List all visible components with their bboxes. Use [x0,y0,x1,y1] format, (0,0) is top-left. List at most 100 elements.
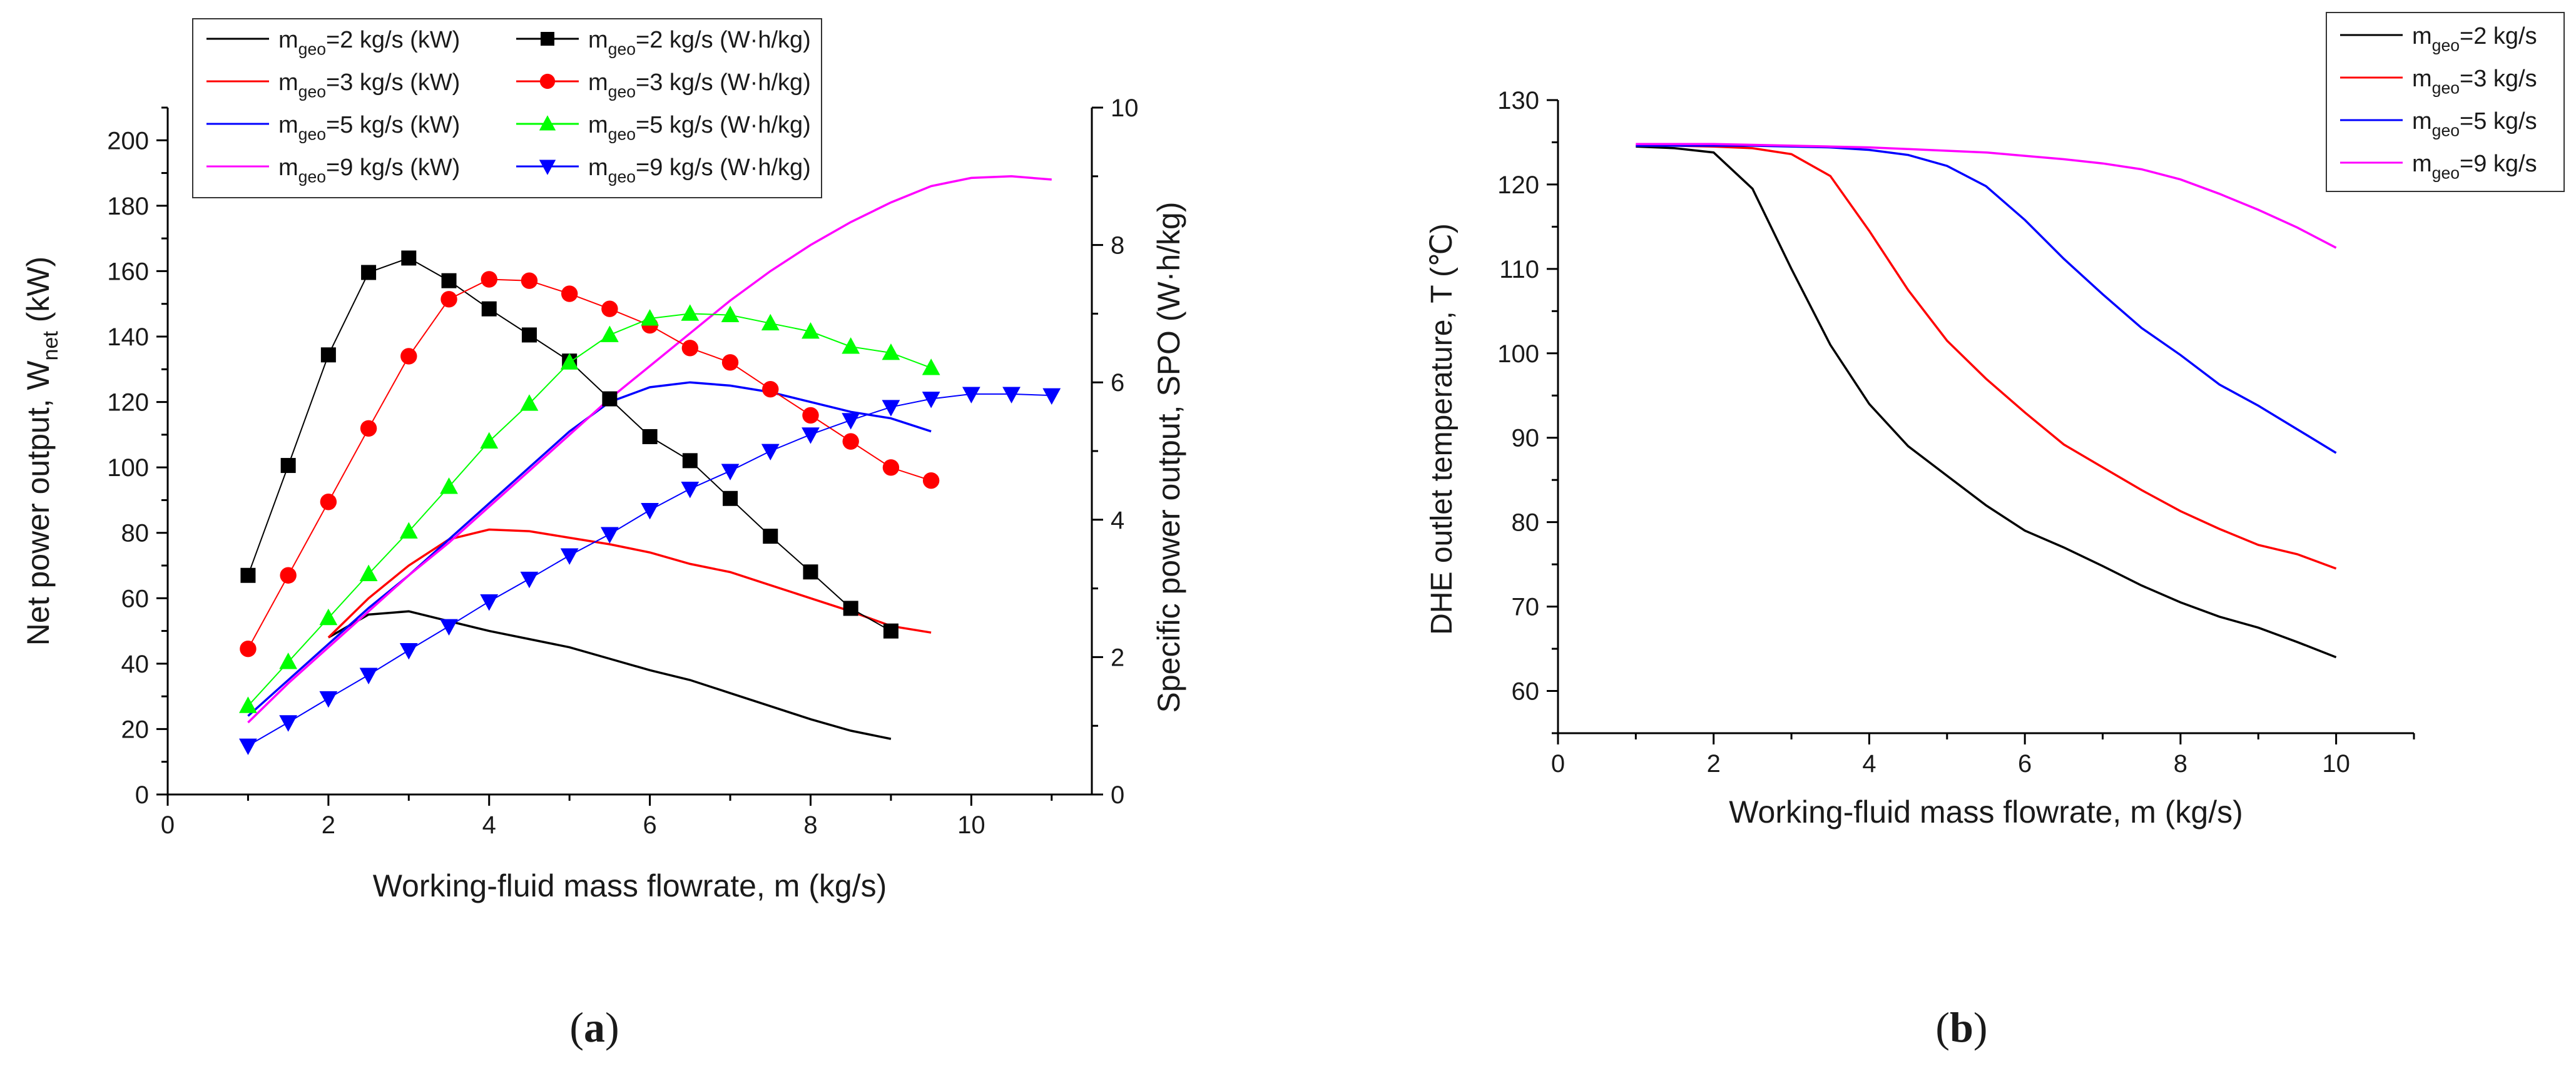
y-axis-title-sub: net [39,331,63,361]
data-point [641,503,659,520]
data-point [600,527,619,544]
data-point [400,348,417,365]
y-tick-label: 80 [1512,509,1540,537]
panel-label-open: ( [569,1003,584,1051]
data-point [239,696,257,713]
series-line [1636,145,2337,570]
data-point [882,459,900,476]
y-axis-title-main: Net power output, W [21,360,56,646]
legend-item: mgeo=3 kg/s (kW) [206,69,460,101]
legend-swatch-marker [539,160,556,175]
data-point [641,309,659,326]
legend-label: mgeo=2 kg/s [2412,23,2537,54]
y-tick-label: 160 [107,258,149,285]
data-point [682,453,698,469]
legend-label-rest: =5 kg/s (kW) [326,112,460,138]
data-point [600,325,619,342]
legend-item: mgeo=2 kg/s (kW) [206,27,460,58]
legend-label-main: m [588,155,608,181]
legend-box [192,18,822,198]
data-point [922,392,940,409]
legend-label: mgeo=9 kg/s [2412,151,2537,182]
panel-label-close: ) [605,1003,619,1051]
legend-label: mgeo=3 kg/s (W·h/kg) [588,69,811,101]
legend-label-main: m [278,27,298,53]
legend-label: mgeo=9 kg/s (kW) [278,155,460,186]
data-point [520,394,539,411]
x-tick-label: 2 [1707,750,1721,778]
legend-item: mgeo=5 kg/s [2340,108,2537,140]
legend-label-rest: =2 kg/s (kW) [326,27,460,53]
data-point [642,429,658,444]
series-line [247,381,932,717]
data-point [481,301,497,317]
panel-label-letter: b [1950,1003,1973,1051]
y-axis-title-unit: (kW) [21,256,56,331]
legend-label-rest: =3 kg/s [2460,66,2537,92]
data-point [480,432,499,449]
data-point [721,354,739,371]
series-3 [247,175,1052,724]
data-point [481,271,497,288]
panel-label-b: (b) [1935,1003,1987,1051]
series-line [1636,145,2337,659]
x-tick-label: 0 [1551,750,1565,778]
panel-label-letter: a [584,1003,605,1051]
data-point [561,285,578,302]
data-point [240,641,257,657]
y-tick-label: 200 [107,127,149,155]
legend-label-sub: geo [298,82,326,101]
data-point [842,433,859,450]
data-point [1002,387,1021,404]
y2-tick-label: 8 [1111,232,1124,260]
x-axis-title: Working-fluid mass flowrate, m (kg/s) [373,868,887,903]
data-point [681,481,700,499]
y-tick-label: 70 [1512,594,1540,621]
legend-label-sub: geo [298,167,326,186]
x-tick-label: 6 [643,811,656,839]
y-axis-title: Net power output, Wnet (kW) [21,256,63,646]
legend-label-rest: =3 kg/s (W·h/kg) [636,69,811,96]
data-point [962,387,980,404]
y2-tick-label: 0 [1111,781,1124,809]
y-tick-label: 120 [1497,171,1539,199]
legend-item: mgeo=9 kg/s (kW) [206,155,460,186]
y-tick-label: 80 [121,520,150,547]
y-tick-label: 60 [1512,678,1540,706]
legend-label-main: m [278,112,298,138]
y-tick-label: 120 [107,389,149,417]
legend-item: mgeo=5 kg/s (kW) [206,112,460,143]
y-tick-label: 100 [107,454,149,482]
legend-label-main: m [588,69,608,96]
legend: mgeo=2 kg/s mgeo=3 kg/s mgeo=5 kg/s mgeo=9 … [2326,12,2565,192]
legend-label-rest: =5 kg/s (W·h/kg) [636,112,811,138]
data-point [320,347,336,363]
data-point [761,444,780,460]
legend-label-sub: geo [608,82,636,101]
data-point [480,594,499,611]
legend-label-main: m [588,27,608,53]
data-point [359,564,378,581]
legend-item: mgeo=5 kg/s (W·h/kg) [516,112,811,143]
data-point [399,522,418,539]
legend-label-main: m [2412,108,2432,135]
data-point [802,322,820,339]
x-tick-label: 4 [482,811,496,839]
x-tick-label: 6 [2018,750,2032,778]
data-point [520,571,539,589]
data-point [319,691,338,708]
data-point [882,343,900,360]
data-point [602,391,618,407]
legend-item: mgeo=2 kg/s (W·h/kg) [516,27,811,58]
y-tick-label: 110 [1499,256,1539,283]
legend-label: mgeo=3 kg/s [2412,66,2537,97]
data-point [762,380,779,398]
series-line [327,528,932,639]
x-tick-label: 4 [1862,750,1876,778]
data-point [279,715,298,732]
series-1 [327,528,932,639]
data-point [240,567,256,583]
data-point [681,340,699,357]
